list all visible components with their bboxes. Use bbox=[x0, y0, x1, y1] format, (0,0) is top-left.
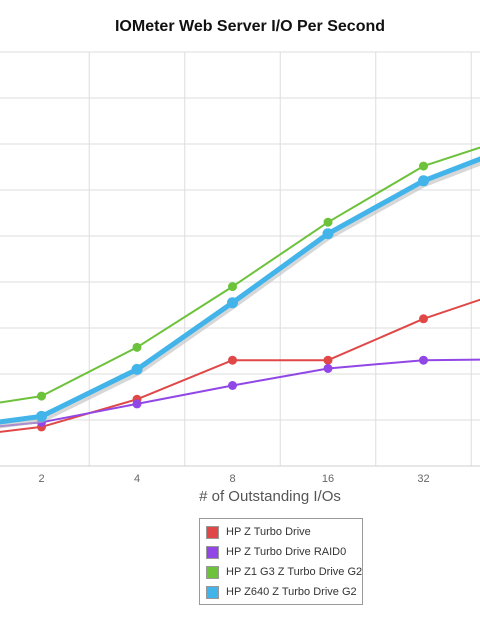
legend-swatch bbox=[206, 525, 219, 539]
series-line bbox=[0, 156, 480, 425]
x-tick-label: 4 bbox=[134, 473, 140, 485]
series-2 bbox=[0, 146, 480, 404]
legend-item: HP Z640 Z Turbo Drive G2 bbox=[200, 582, 362, 602]
series-group bbox=[0, 146, 480, 433]
data-point bbox=[131, 363, 143, 375]
x-tick-labels: 2 4 8 16 32 bbox=[38, 473, 429, 485]
series-1 bbox=[0, 355, 480, 428]
series-line bbox=[0, 358, 480, 428]
legend-swatch bbox=[206, 585, 219, 599]
data-point bbox=[419, 314, 428, 324]
legend-label: HP Z640 Z Turbo Drive G2 bbox=[226, 586, 357, 598]
data-point bbox=[36, 410, 47, 422]
legend-item: HP Z1 G3 Z Turbo Drive G2 bbox=[200, 562, 362, 582]
x-axis-label: # of Outstanding I/Os bbox=[199, 488, 341, 505]
data-point bbox=[228, 282, 237, 292]
legend-label: HP Z Turbo Drive bbox=[226, 526, 311, 538]
data-point bbox=[323, 355, 333, 365]
x-tick-label: 8 bbox=[229, 473, 235, 485]
legend-item: HP Z Turbo Drive RAID0 bbox=[200, 542, 362, 562]
data-point bbox=[228, 381, 237, 390]
legend-swatch bbox=[206, 545, 219, 559]
x-tick-label: 2 bbox=[38, 473, 44, 485]
data-point bbox=[227, 297, 238, 309]
data-point bbox=[418, 175, 429, 187]
data-point bbox=[419, 161, 428, 171]
legend-swatch bbox=[206, 565, 219, 579]
legend-label: HP Z Turbo Drive RAID0 bbox=[226, 546, 347, 558]
x-tick-label: 32 bbox=[417, 473, 429, 485]
data-point bbox=[228, 355, 237, 365]
legend: HP Z Turbo Drive HP Z Turbo Drive RAID0 HP… bbox=[199, 518, 363, 605]
chart-title: IOMeter Web Server I/O Per Second bbox=[114, 18, 386, 35]
data-point bbox=[132, 399, 142, 409]
series-line bbox=[0, 146, 480, 404]
data-point bbox=[419, 355, 428, 365]
legend-item: HP Z Turbo Drive bbox=[200, 522, 362, 542]
data-point bbox=[322, 228, 334, 240]
series-3 bbox=[0, 156, 480, 429]
data-point bbox=[323, 363, 333, 373]
data-point bbox=[132, 342, 142, 352]
legend-label: HP Z1 G3 Z Turbo Drive G2 bbox=[226, 566, 363, 578]
x-tick-label: 16 bbox=[322, 473, 334, 485]
data-point bbox=[323, 217, 333, 227]
data-point bbox=[37, 391, 46, 401]
